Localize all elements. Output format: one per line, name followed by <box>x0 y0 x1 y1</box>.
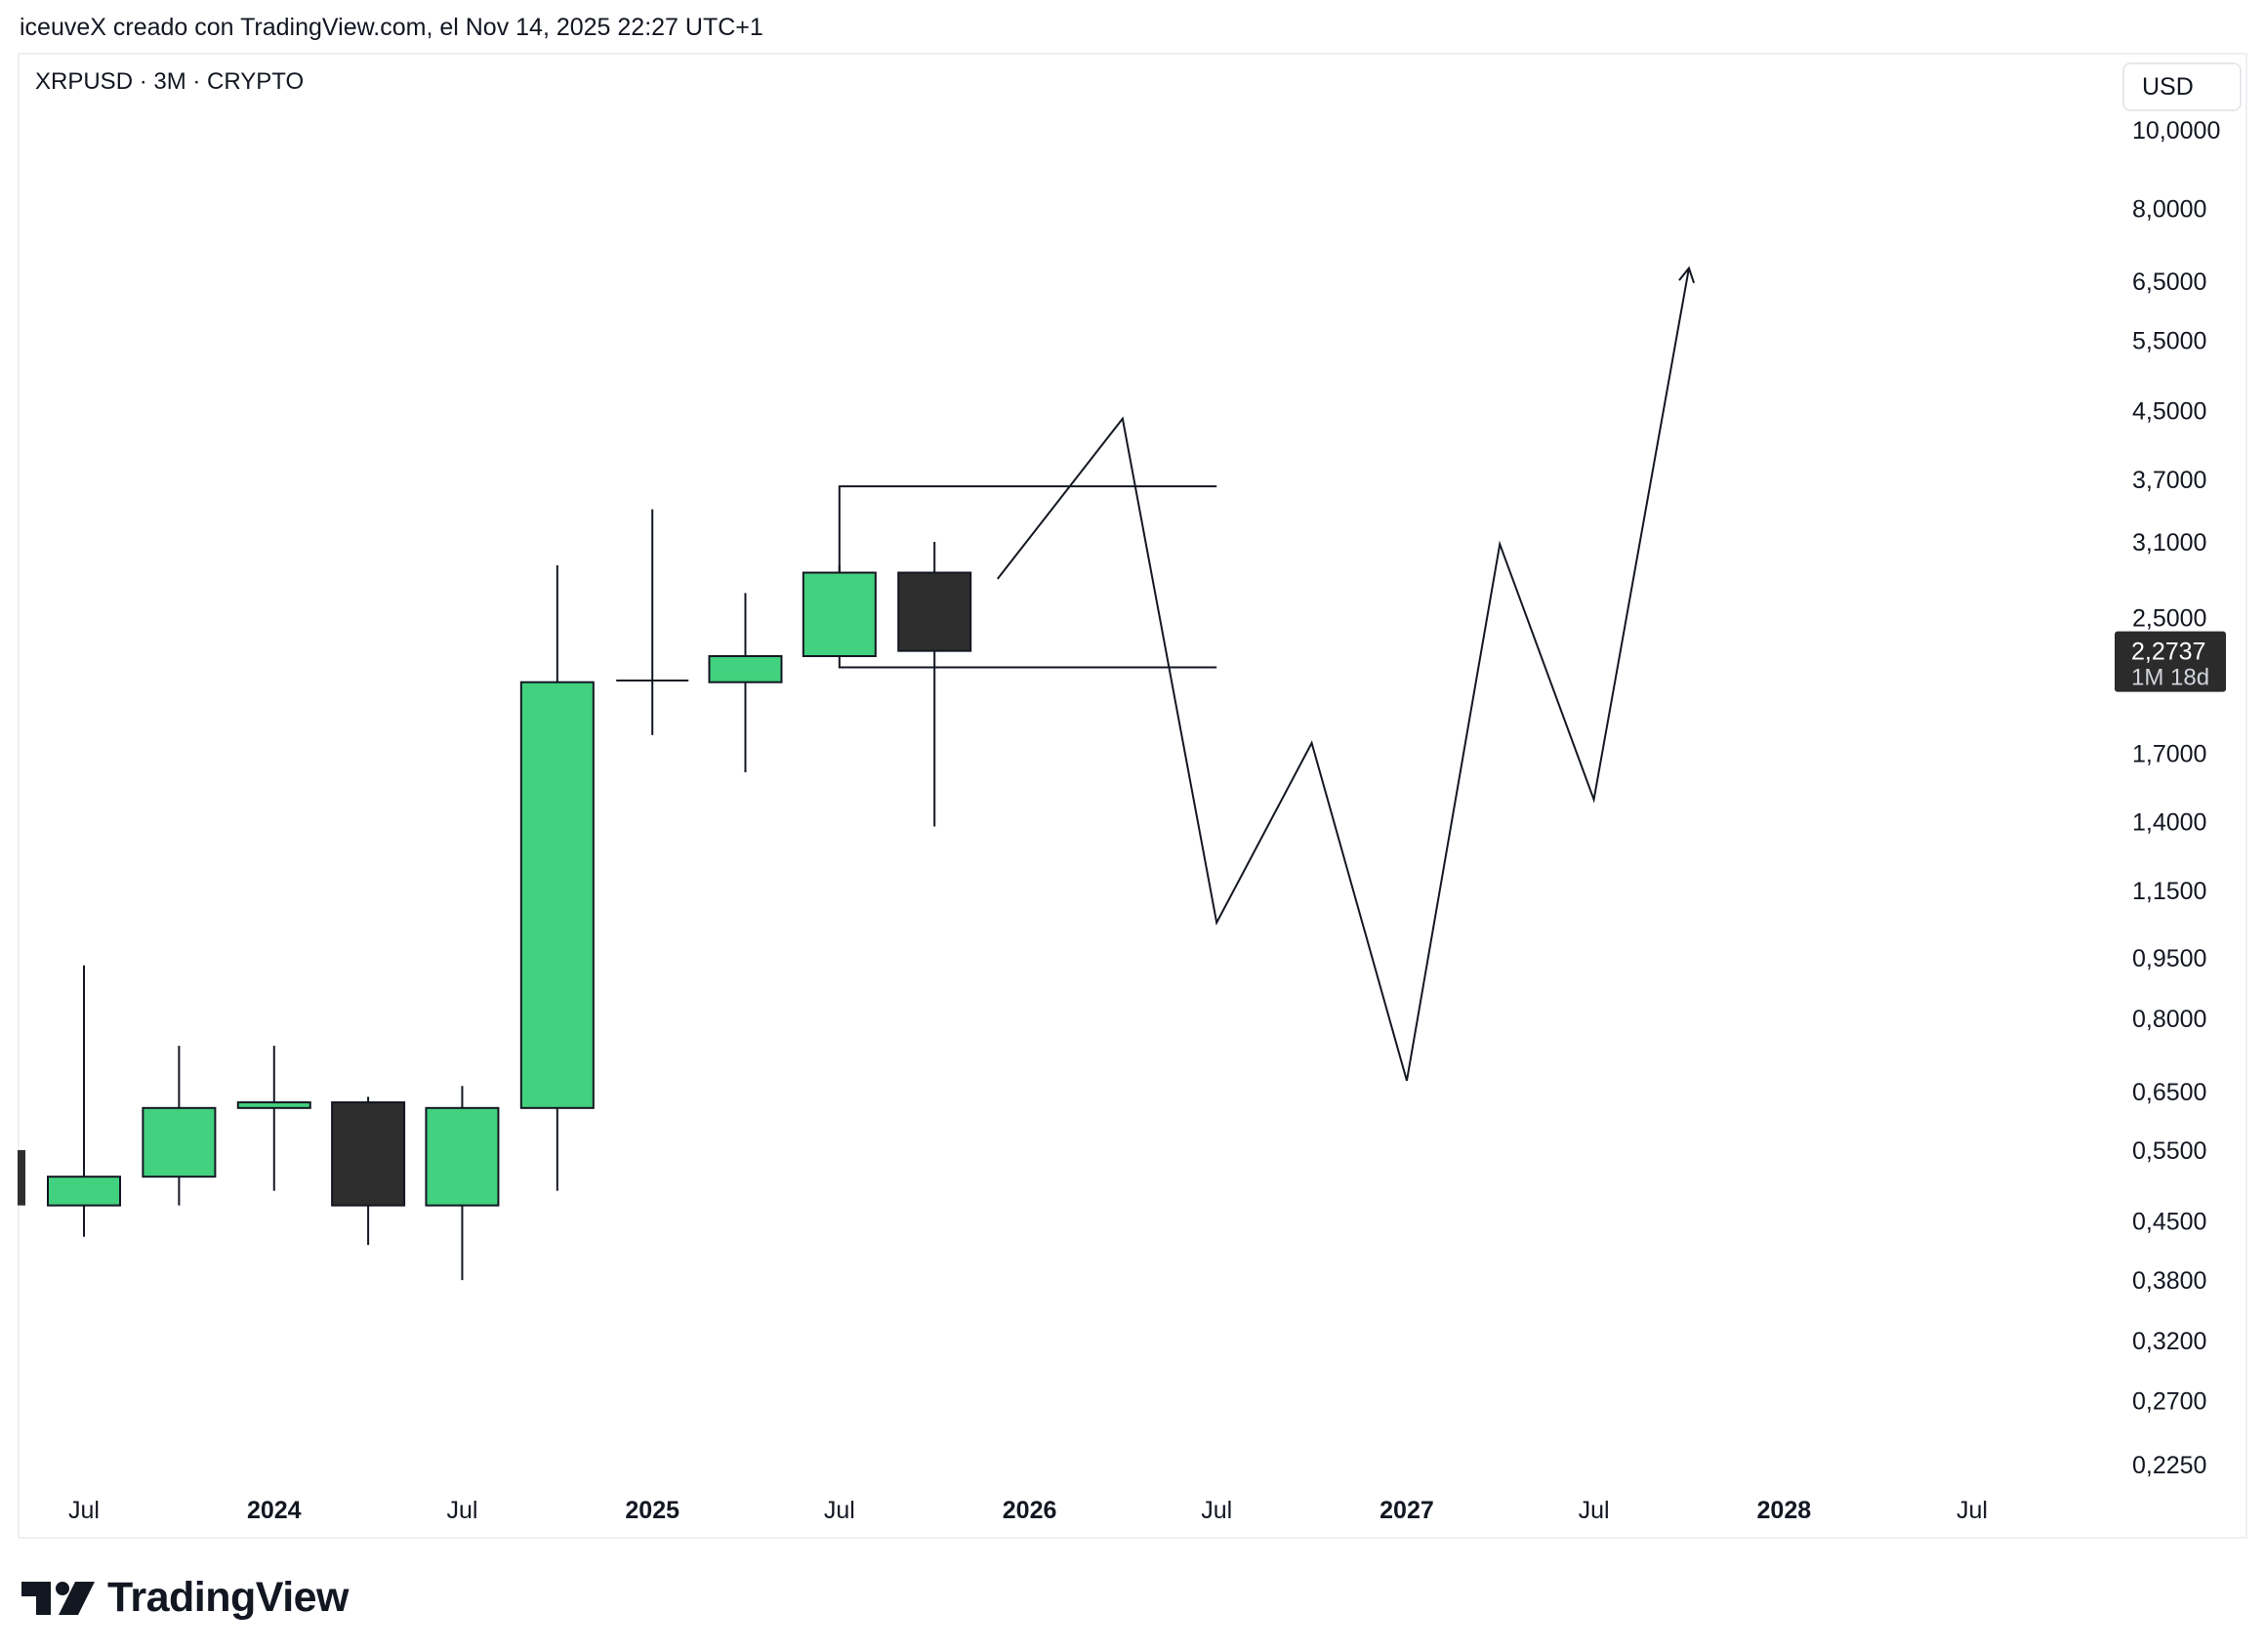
price-tick-label: 0,4500 <box>2132 1208 2206 1235</box>
projection-layer <box>996 266 1695 1082</box>
candle-body-down <box>897 571 972 652</box>
price-axis[interactable]: 10,0000 8,0000 6,5000 5,5000 4,5000 3,7000 3,1… <box>2132 117 2220 1479</box>
price-tick-label: 6,5000 <box>2132 268 2206 296</box>
chart-attribution: iceuveX creado con TradingView.com, el N… <box>20 14 763 41</box>
candle <box>897 541 972 827</box>
time-tick-label: Jul <box>446 1497 477 1524</box>
time-axis[interactable]: Jul 2024 Jul 2025 Jul 2026 Jul 2027 Jul 2028 Jul <box>68 1497 1988 1524</box>
price-tick-label: 1,4000 <box>2132 808 2206 836</box>
candle-body-up <box>142 1106 217 1178</box>
projection-path <box>996 268 1690 1082</box>
tradingview-wordmark: TradingView <box>107 1574 350 1621</box>
candle-body-down <box>331 1101 406 1207</box>
candle <box>236 1046 311 1191</box>
last-price-badge <box>2115 631 2226 692</box>
range-box-layer <box>838 485 1217 669</box>
chart-frame <box>18 53 2247 1539</box>
price-tick-label: 8,0000 <box>2132 195 2206 223</box>
price-tick-label: 3,1000 <box>2132 529 2206 557</box>
price-tick-label: 0,5500 <box>2132 1137 2206 1165</box>
price-tick-label: 10,0000 <box>2132 117 2220 145</box>
candle <box>708 593 783 773</box>
range-box <box>838 485 1217 669</box>
candles-layer <box>18 509 972 1281</box>
time-tick-label: 2025 <box>625 1497 680 1524</box>
symbol-title[interactable]: XRPUSD · 3M · CRYPTO <box>35 68 305 95</box>
price-tick-label: 3,7000 <box>2132 467 2206 494</box>
time-tick-label: 2028 <box>1757 1497 1812 1524</box>
price-tick-label: 0,9500 <box>2132 945 2206 972</box>
candle <box>47 965 121 1237</box>
candle-body-up <box>519 681 595 1109</box>
price-tick-label: 5,5000 <box>2132 327 2206 354</box>
price-tick-label: 0,2250 <box>2132 1452 2206 1479</box>
price-tick-label: 0,8000 <box>2132 1006 2206 1033</box>
candle <box>142 1046 217 1206</box>
bar-countdown: 1M 18d <box>2131 665 2209 691</box>
candle-body-up <box>802 571 877 658</box>
price-tick-label: 1,7000 <box>2132 740 2206 767</box>
price-tick-label: 0,3200 <box>2132 1328 2206 1355</box>
candle-body-up <box>47 1176 121 1207</box>
partial-candle <box>18 1149 25 1206</box>
time-tick-label: Jul <box>68 1497 100 1524</box>
currency-button[interactable]: USD <box>2122 62 2242 111</box>
price-tick-label: 2,5000 <box>2132 604 2206 632</box>
candle-body-up <box>236 1101 311 1109</box>
tradingview-logo: TradingView <box>21 1574 350 1622</box>
candle <box>519 564 595 1191</box>
price-tick-label: 1,1500 <box>2132 878 2206 905</box>
time-tick-label: 2027 <box>1380 1497 1434 1524</box>
price-tick-label: 0,2700 <box>2132 1387 2206 1415</box>
tradingview-logo-icon <box>21 1581 95 1615</box>
candle-body-up <box>425 1106 500 1207</box>
candle <box>331 1096 406 1246</box>
price-tick-label: 0,6500 <box>2132 1079 2206 1106</box>
candle <box>425 1086 500 1281</box>
time-tick-label: Jul <box>824 1497 855 1524</box>
time-tick-label: Jul <box>1956 1497 1988 1524</box>
last-price-value: 2,2737 <box>2131 639 2205 666</box>
price-tick-label: 4,5000 <box>2132 398 2206 426</box>
price-tick-label: 0,3800 <box>2132 1267 2206 1295</box>
time-tick-label: Jul <box>1579 1497 1610 1524</box>
time-tick-label: Jul <box>1201 1497 1232 1524</box>
candle <box>802 564 877 658</box>
projection-arrow-head <box>1678 266 1695 284</box>
time-tick-label: 2026 <box>1003 1497 1057 1524</box>
candle-body-up <box>708 655 783 683</box>
candle <box>616 509 689 735</box>
time-tick-label: 2024 <box>247 1497 302 1524</box>
